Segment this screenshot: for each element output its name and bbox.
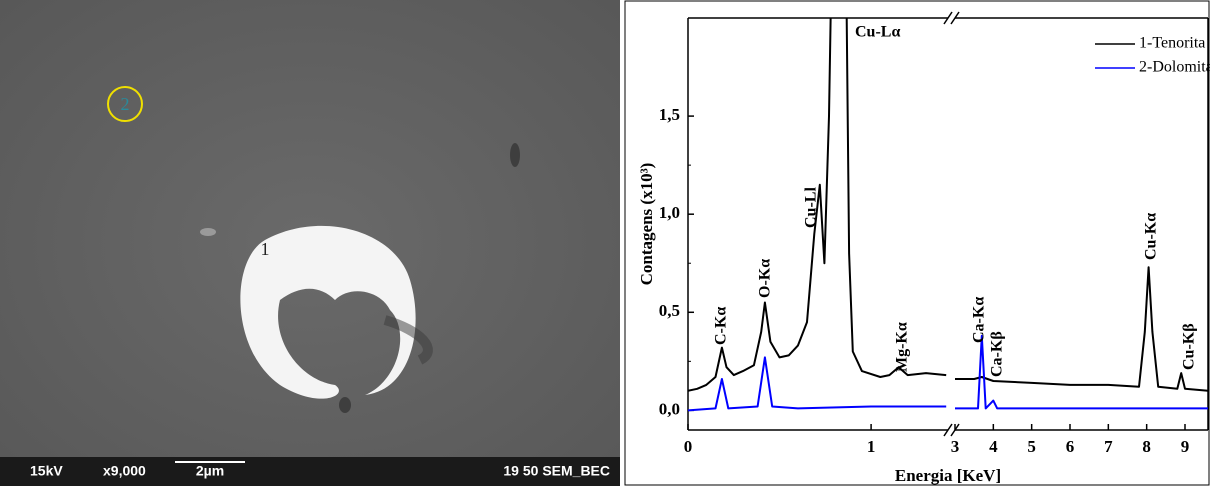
axis-break [950,11,960,25]
peak-label: Cu-Ll [803,187,820,228]
peak-label: Cu-Kα [1143,213,1160,260]
speck [510,143,520,167]
point-label: 1 [261,239,270,259]
peak-label: Ca-Kα [971,297,988,343]
y-axis-label: Contagens (x10³) [637,163,656,286]
x-tick-label: 1 [867,437,876,456]
legend-label: 2-Dolomita [1139,59,1210,76]
sem-image: 2 1 15kV x9,000 2µm 19 50 SEM_BEC [0,0,620,486]
x-tick-label: 7 [1104,437,1113,456]
speck [200,228,216,236]
marker-circle [107,86,143,122]
point-label: 2 [121,94,130,114]
y-tick-label: 1,5 [659,105,680,124]
x-tick-label: 6 [1066,437,1075,456]
y-tick-label: 1,0 [659,203,680,222]
x-axis-label: Energia [KeV] [895,466,1001,485]
x-tick-label: 9 [1181,437,1190,456]
particle [240,225,416,399]
y-tick-label: 0,0 [659,399,680,418]
panel-frame [624,0,1210,486]
legend-label: 1-Tenorita [1139,35,1205,52]
series-line [688,334,1208,412]
peak-label: Cu-Lα [855,24,900,41]
x-tick-label: 4 [989,437,998,456]
sem-info: 15kV [30,463,63,479]
speck [339,397,351,413]
sem-info: 19 50 SEM_BEC [503,463,610,479]
sem-info: x9,000 [103,463,146,479]
x-tick-label: 0 [684,437,693,456]
chart: 0,0 0,5 1,0 1,5 0 1 3 4 5 6 7 8 9 Energia [KeV] Contag… [637,11,1210,485]
peak-label: Ca-Kβ [989,331,1006,377]
peak-label: O-Kα [757,259,774,298]
series-line [688,18,1208,392]
axis-break [943,11,953,25]
x-tick-label: 5 [1027,437,1036,456]
shadow [383,315,433,365]
peak-label: Cu-Kβ [1181,323,1198,370]
y-tick-label: 0,5 [659,301,680,320]
plot-area [688,18,1208,412]
axis-break [943,423,953,437]
peak-label: Mg-Kα [894,322,911,372]
x-tick-label: 3 [951,437,960,456]
sem-info: 2µm [196,463,224,479]
peak-label: C-Kα [713,307,730,345]
info-bar [0,457,620,486]
x-tick-label: 8 [1142,437,1151,456]
